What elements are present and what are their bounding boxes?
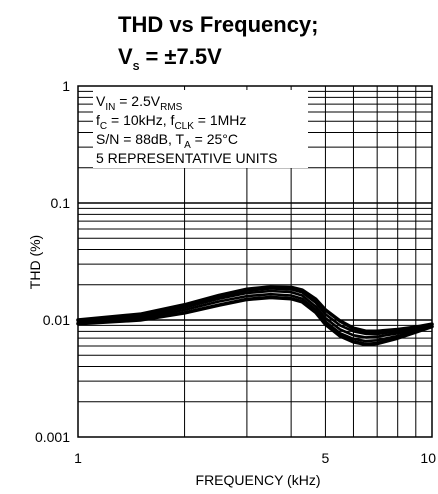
annotation-text: V — [96, 93, 106, 109]
annotation-subscript: C — [100, 121, 107, 132]
annotation-text: = 10kHz, f — [107, 112, 174, 128]
annotation-subscript: A — [184, 140, 191, 151]
chart-title-vs-main: V — [118, 44, 133, 69]
thd-curve-unit-5 — [76, 295, 434, 347]
annotation-text: S/N = 88dB, T — [96, 131, 185, 147]
annotation-subscript: RMS — [160, 102, 183, 113]
annotation-line-4: 5 REPRESENTATIVE UNITS — [96, 150, 278, 166]
axis-ticks: 1 5 10 1 0.1 0.01 0.001 — [35, 78, 436, 466]
y-tick-label-0.01: 0.01 — [43, 312, 70, 328]
y-tick-label-1: 1 — [62, 78, 70, 94]
y-tick-label-0.001: 0.001 — [35, 429, 70, 445]
chart-title-line1: THD vs Frequency; — [118, 12, 319, 37]
y-axis-label: THD (%) — [27, 235, 43, 289]
x-tick-label-5: 5 — [322, 450, 330, 466]
chart-title-line2: VS = ±7.5V — [118, 44, 222, 73]
x-tick-label-10: 10 — [420, 450, 436, 466]
thd-curve-unit-3 — [76, 289, 434, 339]
thd-curves — [76, 285, 434, 347]
x-axis-label: FREQUENCY (kHz) — [196, 472, 321, 488]
annotation-box — [93, 90, 308, 168]
annotation-subscript: CLK — [174, 121, 194, 132]
x-tick-label-1: 1 — [74, 450, 82, 466]
y-tick-label-0.1: 0.1 — [51, 195, 71, 211]
thd-curve-unit-4 — [76, 292, 434, 343]
plot-frame — [77, 85, 433, 438]
annotation-line-1: VIN = 2.5VRMS — [96, 93, 183, 113]
annotation-text: = 25°C — [191, 131, 238, 147]
annotation-text: f — [96, 112, 100, 128]
annotation-line-3: S/N = 88dB, TA = 25°C — [96, 131, 238, 151]
annotation-line-2: fC = 10kHz, fCLK = 1MHz — [96, 112, 246, 132]
annotation-text: 5 REPRESENTATIVE UNITS — [96, 150, 278, 166]
thd-curve-unit-2 — [76, 287, 434, 336]
chart-title-vs-sub: S — [133, 62, 140, 73]
annotation-subscript: IN — [105, 102, 115, 113]
annotation-text: = 2.5V — [115, 93, 160, 109]
chart-title-vs-rest: = ±7.5V — [139, 44, 222, 69]
annotation-text: = 1MHz — [194, 112, 247, 128]
